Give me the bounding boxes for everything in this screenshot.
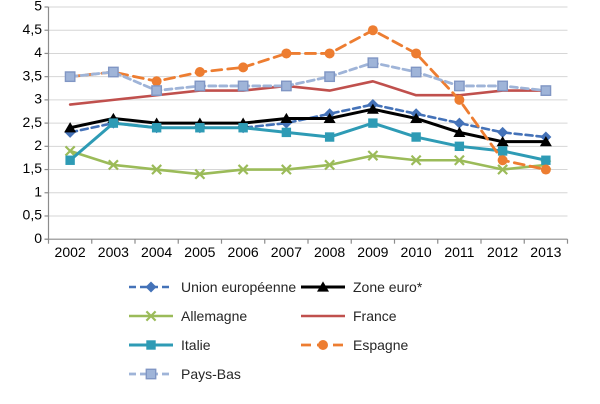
legend-item-0: Union européenne (128, 279, 300, 295)
x-tick-label: 2007 (271, 244, 302, 260)
x-tick-label: 2003 (98, 244, 129, 260)
legend-row: Union européenne Zone euro* (0, 272, 600, 301)
x-tick-label: 2013 (530, 244, 561, 260)
series-3 (68, 80, 548, 106)
legend-swatch-icon (301, 314, 345, 317)
x-tick-label: 2009 (357, 244, 388, 260)
x-tick-label: 2006 (228, 244, 259, 260)
series-6 (64, 57, 552, 96)
y-tick-label: 0,5 (23, 207, 43, 223)
legend-item-3: France (300, 308, 397, 324)
y-tick-label: 1 (34, 183, 42, 199)
legend-swatch-icon (129, 310, 173, 321)
x-tick-label: 2002 (55, 244, 86, 260)
x-axis-tick-labels: 2002 2003 2004 2005 2006 2007 2008 2009 2010 2011… (55, 244, 562, 260)
legend-row: Italie Espagne (0, 330, 600, 359)
x-tick-label: 2010 (401, 244, 432, 260)
chart-legend: Union européenne Zone euro* Allemagne Franc… (0, 272, 600, 388)
line-chart-area: 0 0,5 1 1,5 2 2,5 3 3,5 4 4,5 5 2002 2003 2004 2005 200… (23, 0, 569, 260)
y-tick-label: 1,5 (23, 160, 43, 176)
legend-swatch-icon (301, 339, 345, 350)
legend-label: Union européenne (181, 278, 297, 295)
y-tick-label: 2,5 (23, 114, 43, 130)
series-4 (65, 118, 551, 165)
legend-row: Allemagne France (0, 301, 600, 330)
y-tick-label: 4 (34, 44, 42, 60)
legend-item-2: Allemagne (128, 308, 300, 324)
legend-row: Pays-Bas (0, 359, 600, 388)
legend-swatch-icon (129, 339, 173, 350)
legend-label: Pays-Bas (181, 365, 241, 382)
legend-label: Allemagne (181, 307, 248, 324)
y-tick-label: 5 (34, 0, 42, 14)
y-tick-label: 0 (34, 230, 42, 246)
gridlines (48, 6, 568, 217)
y-axis-tick-labels: 0 0,5 1 1,5 2 2,5 3 3,5 4 4,5 5 (23, 0, 43, 246)
y-tick-label: 3,5 (23, 67, 43, 83)
x-tick-label: 2005 (184, 244, 215, 260)
legend-label: Espagne (353, 336, 409, 353)
legend-item-5: Espagne (300, 337, 408, 353)
legend-item-6: Pays-Bas (128, 366, 300, 382)
series-2 (64, 145, 552, 180)
y-tick-label: 2 (34, 137, 42, 153)
legend-swatch-icon (301, 280, 345, 292)
legend-label: Zone euro* (353, 278, 423, 295)
axes (44, 6, 569, 244)
legend-label: Italie (181, 336, 211, 353)
y-tick-label: 4,5 (23, 21, 43, 37)
x-tick-label: 2012 (487, 244, 518, 260)
legend-item-1: Zone euro* (300, 279, 422, 295)
x-tick-label: 2004 (141, 244, 172, 260)
legend-item-4: Italie (128, 337, 300, 353)
x-tick-label: 2008 (314, 244, 345, 260)
legend-swatch-icon (129, 281, 173, 292)
legend-swatch-icon (129, 368, 173, 379)
x-tick-label: 2011 (444, 244, 474, 260)
y-tick-label: 3 (34, 91, 42, 107)
legend-label: France (353, 307, 397, 324)
